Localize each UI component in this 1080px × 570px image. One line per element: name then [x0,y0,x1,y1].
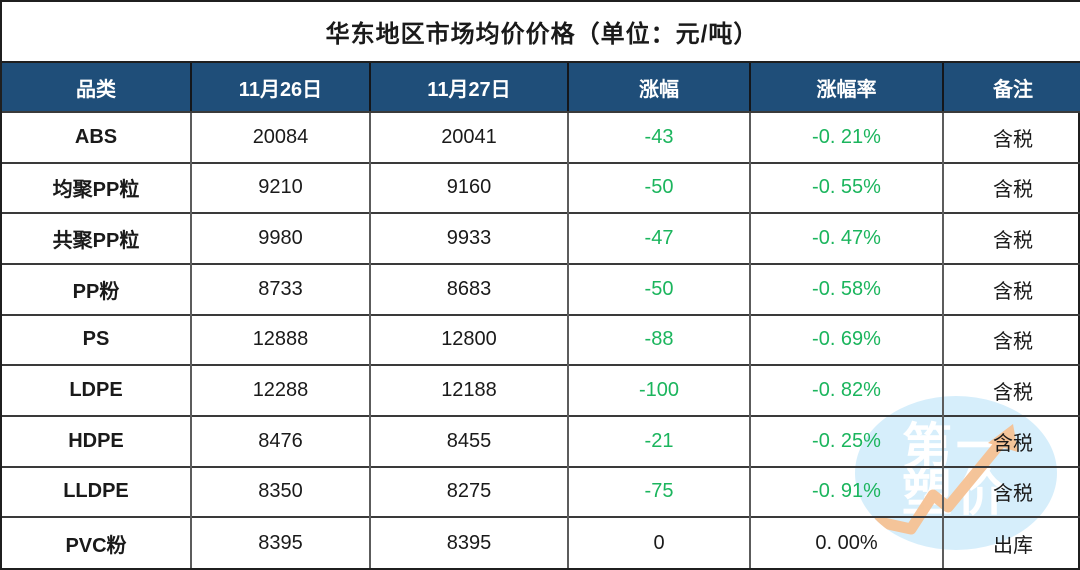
table-row: 均聚PP粒 9210 9160 -50 -0. 55% 含税 [2,161,1080,214]
category-cell: LDPE [2,364,191,416]
price-nov26-cell: 12888 [190,313,370,366]
change-rate-cell: -0. 55% [749,161,943,214]
note-cell: 含税 [941,414,1080,467]
change-rate-cell: -0. 82% [749,364,943,416]
price-nov27-cell: 8455 [369,414,568,467]
note-cell: 含税 [941,465,1080,518]
price-nov27-cell: 12188 [369,364,568,416]
note-cell: 含税 [941,212,1080,264]
change-cell: -88 [567,313,750,366]
price-nov26-cell: 20084 [190,112,370,163]
price-nov27-cell: 20041 [369,112,568,163]
table-title: 华东地区市场均价价格（单位：元/吨） [2,2,1080,63]
table-row: PVC粉 8395 8395 0 0. 00% 出库 [2,516,1080,568]
category-cell: PP粉 [2,262,191,315]
note-cell: 含税 [941,112,1080,163]
change-rate-cell: -0. 47% [749,212,943,264]
change-cell: -100 [567,364,750,416]
note-cell: 含税 [941,161,1080,214]
category-cell: PVC粉 [2,516,191,568]
header-category: 品类 [2,62,191,113]
table-row: PP粉 8733 8683 -50 -0. 58% 含税 [2,262,1080,315]
note-cell: 含税 [941,262,1080,315]
note-cell: 含税 [941,364,1080,416]
header-row: 品类 11月26日 11月27日 涨幅 涨幅率 备注 [2,62,1080,113]
change-cell: -47 [567,212,750,264]
category-cell: HDPE [2,414,191,467]
price-nov26-cell: 8476 [190,414,370,467]
header-nov26: 11月26日 [190,62,370,113]
header-nov27: 11月27日 [369,62,568,113]
table-body: ABS 20084 20041 -43 -0. 21% 含税 均聚PP粒 921… [2,112,1080,568]
header-change-rate: 涨幅率 [749,62,943,113]
table-row: LDPE 12288 12188 -100 -0. 82% 含税 [2,364,1080,416]
category-cell: PS [2,313,191,366]
price-nov26-cell: 9210 [190,161,370,214]
price-nov27-cell: 8683 [369,262,568,315]
price-nov26-cell: 8395 [190,516,370,568]
change-cell: -43 [567,112,750,163]
price-nov27-cell: 8395 [369,516,568,568]
change-cell: -50 [567,161,750,214]
change-cell: -75 [567,465,750,518]
header-note: 备注 [941,62,1080,113]
table-row: PS 12888 12800 -88 -0. 69% 含税 [2,313,1080,366]
change-rate-cell: -0. 58% [749,262,943,315]
price-nov26-cell: 8350 [190,465,370,518]
price-nov27-cell: 8275 [369,465,568,518]
price-nov26-cell: 8733 [190,262,370,315]
table-row: ABS 20084 20041 -43 -0. 21% 含税 [2,112,1080,163]
price-nov26-cell: 9980 [190,212,370,264]
price-nov26-cell: 12288 [190,364,370,416]
change-rate-cell: 0. 00% [749,516,943,568]
change-cell: 0 [567,516,750,568]
note-cell: 含税 [941,313,1080,366]
change-cell: -21 [567,414,750,467]
category-cell: LLDPE [2,465,191,518]
change-cell: -50 [567,262,750,315]
change-rate-cell: -0. 69% [749,313,943,366]
category-cell: ABS [74,125,118,148]
price-nov27-cell: 9160 [369,161,568,214]
change-rate-cell: -0. 21% [749,112,943,163]
title-row: 华东地区市场均价价格（单位：元/吨） [2,2,1080,63]
table-row: LLDPE 8350 8275 -75 -0. 91% 含税 [2,465,1080,518]
note-cell: 出库 [941,516,1080,568]
price-nov27-cell: 9933 [369,212,568,264]
change-rate-cell: -0. 91% [749,465,943,518]
table-row: HDPE 8476 8455 -21 -0. 25% 含税 [2,414,1080,467]
price-nov27-cell: 12800 [369,313,568,366]
category-cell: 均聚PP粒 [2,161,191,214]
table-row: 共聚PP粒 9980 9933 -47 -0. 47% 含税 [2,212,1080,264]
change-rate-cell: -0. 25% [749,414,943,467]
header-change: 涨幅 [567,62,750,113]
category-cell: 共聚PP粒 [2,212,191,264]
